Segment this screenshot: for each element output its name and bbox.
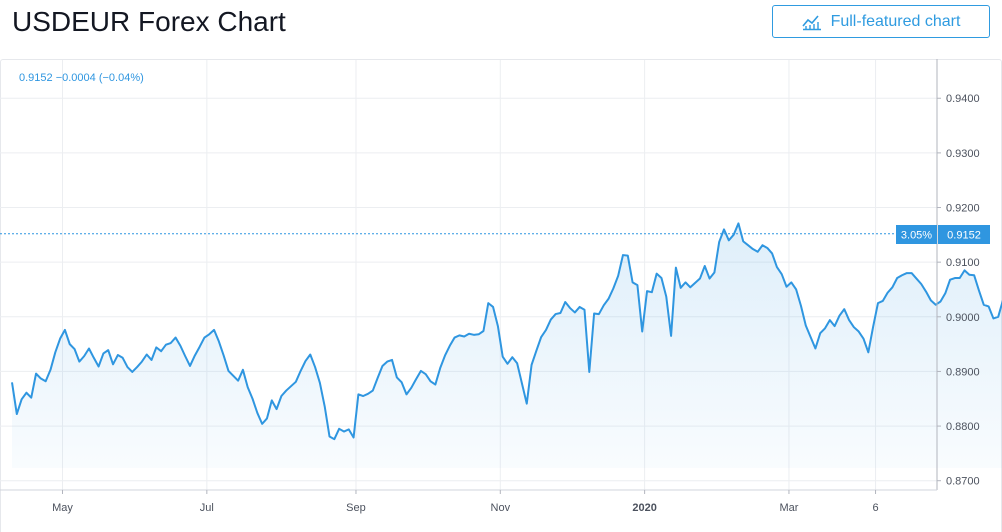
price-line — [11, 222, 1002, 441]
x-tick-label: May — [52, 502, 73, 514]
y-tick-label: 0.9400 — [946, 93, 980, 105]
y-tick-label: 0.9000 — [946, 312, 980, 324]
last-price-badge — [938, 225, 990, 244]
price-axis: 0.9400 0.9300 0.9200 0.9100 0.9000 0.8900 0.88… — [937, 93, 980, 488]
y-tick-label: 0.8700 — [946, 476, 980, 488]
x-tick-label: Mar — [779, 502, 798, 514]
time-axis: May Jul Sep Nov 2020 Mar 6 — [52, 490, 879, 514]
chart-line-icon — [801, 13, 822, 31]
x-tick-label: Nov — [491, 502, 511, 514]
x-tick-label: Jul — [200, 502, 214, 514]
page-title: USDEUR Forex Chart — [12, 6, 286, 37]
y-tick-label: 0.8900 — [946, 366, 980, 378]
price-readout: 0.9152 −0.0004 (−0.04%) — [19, 72, 144, 84]
x-tick-label: 2020 — [632, 502, 656, 514]
y-tick-label: 0.9300 — [946, 148, 980, 160]
y-tick-label: 0.9200 — [946, 203, 980, 215]
x-tick-label: 6 — [872, 502, 878, 514]
y-tick-label: 0.9100 — [946, 257, 980, 269]
y-tick-label: 0.8800 — [946, 421, 980, 433]
change-percent-badge — [896, 225, 937, 244]
x-tick-label: Sep — [346, 502, 366, 514]
price-area-fill — [12, 223, 1002, 468]
full-featured-chart-button[interactable]: Full-featured chart — [772, 5, 990, 38]
full-featured-chart-label: Full-featured chart — [830, 12, 961, 30]
change-percent-label: 3.05% — [901, 230, 932, 242]
last-price-label: 0.9152 — [947, 230, 981, 242]
